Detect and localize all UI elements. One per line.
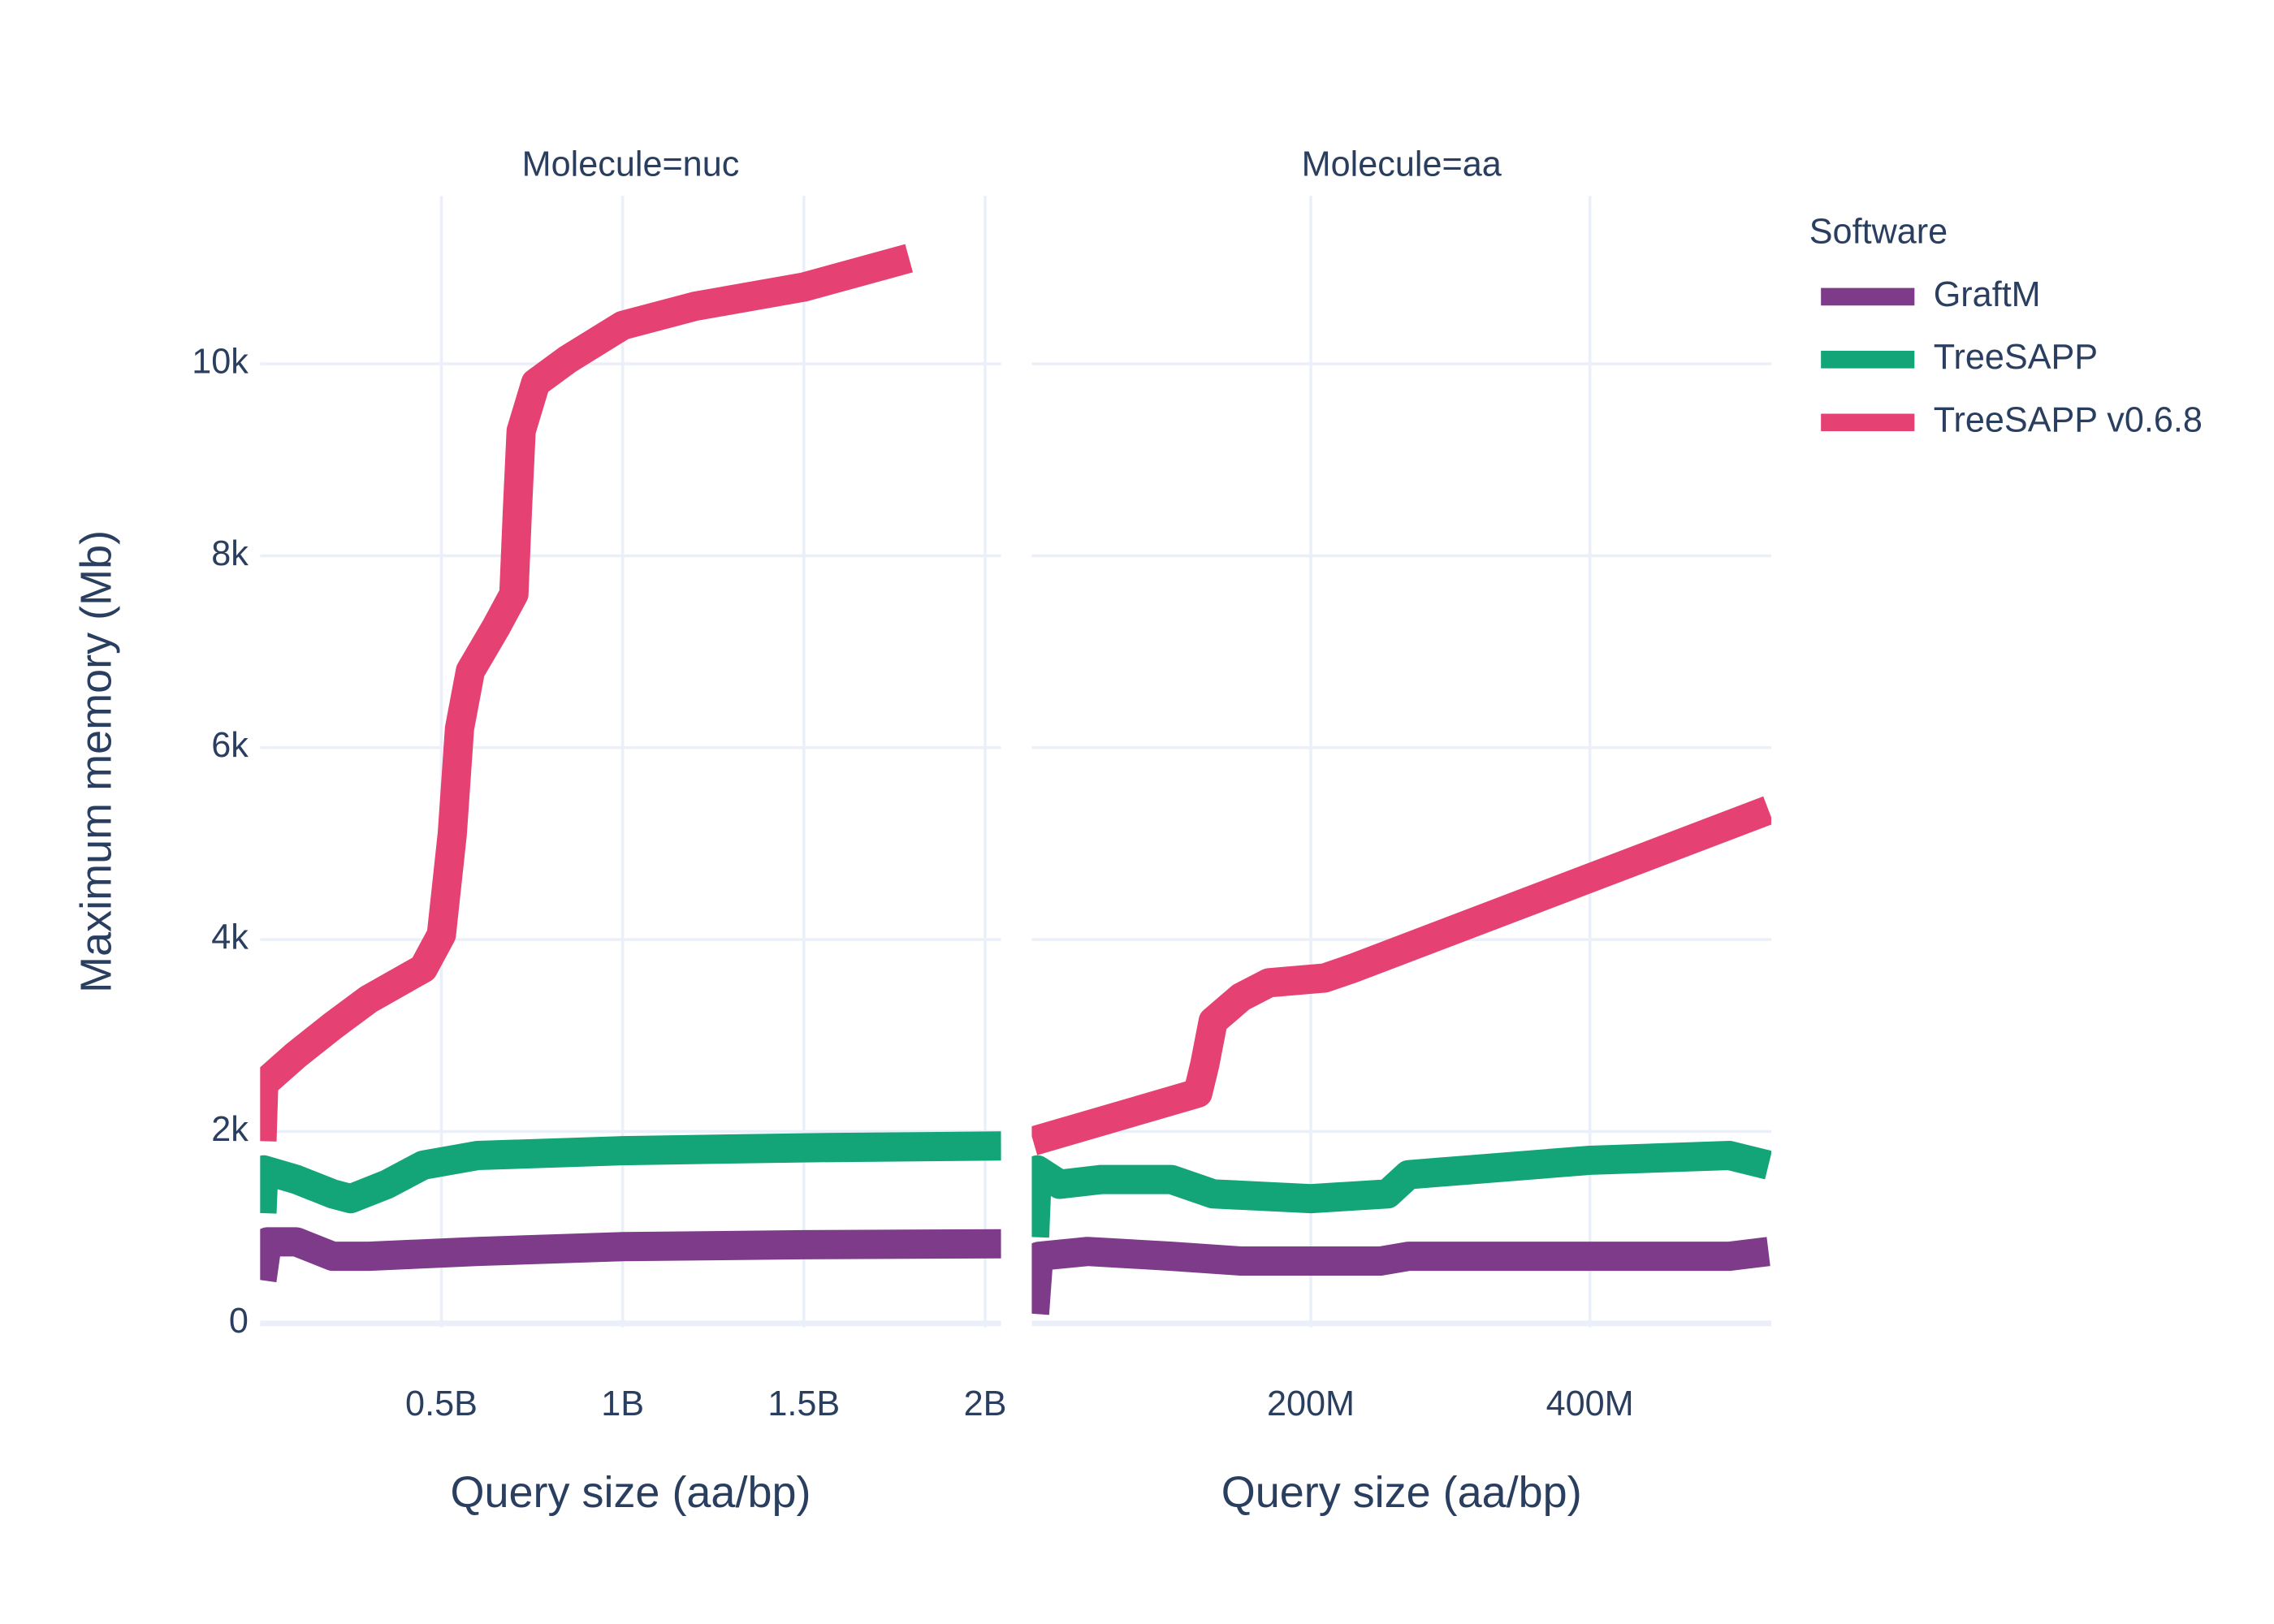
legend-label: TreeSAPP v0.6.8 <box>1934 401 2203 440</box>
x-tick-label: 1B <box>601 1384 644 1423</box>
y-tick-label: 2k <box>211 1110 249 1149</box>
x-tick-label: 0.5B <box>405 1384 478 1423</box>
line-series: TreeSAPP v0.6.8 <box>260 244 914 1142</box>
y-tick-label: 0 <box>229 1302 249 1341</box>
x-tick-label: 1.5B <box>767 1384 840 1423</box>
legend-label: GraftM <box>1934 275 2041 314</box>
y-axis-title: Maximum memory (Mb) <box>72 530 121 993</box>
line-series: TreeSAPP <box>1031 1141 1771 1238</box>
x-axis-title: Query size (aa/bp) <box>450 1468 811 1517</box>
line-series: TreeSAPP v0.6.8 <box>1031 796 1771 1155</box>
subplot-title: Molecule=aa <box>1302 145 1502 184</box>
subplot-title: Molecule=nuc <box>522 145 740 184</box>
y-tick-label: 6k <box>211 726 249 765</box>
legend-title: Software <box>1809 212 1948 251</box>
x-tick-label: 400M <box>1546 1384 1634 1423</box>
line-series: GraftM <box>1031 1237 1770 1315</box>
line-series: GraftM <box>260 1227 1001 1283</box>
x-axis-title: Query size (aa/bp) <box>1221 1468 1582 1517</box>
x-tick-label: 2B <box>964 1384 1007 1423</box>
legend-label: TreeSAPP <box>1934 338 2098 377</box>
y-tick-label: 4k <box>211 918 249 957</box>
y-tick-label: 8k <box>211 534 249 573</box>
x-tick-label: 200M <box>1267 1384 1355 1423</box>
line-series: TreeSAPP <box>260 1131 1001 1214</box>
y-tick-label: 10k <box>192 342 249 381</box>
